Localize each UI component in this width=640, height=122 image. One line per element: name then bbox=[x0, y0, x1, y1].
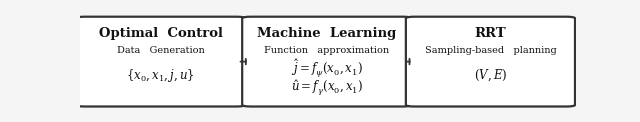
Text: Optimal  Control: Optimal Control bbox=[99, 27, 223, 40]
Text: Sampling-based   planning: Sampling-based planning bbox=[424, 46, 556, 55]
Text: $\{x_0, x_1, j, u\}$: $\{x_0, x_1, j, u\}$ bbox=[126, 67, 195, 84]
Text: Data   Generation: Data Generation bbox=[116, 46, 204, 55]
Text: Function   approximation: Function approximation bbox=[264, 46, 389, 55]
Text: RRT: RRT bbox=[475, 27, 506, 40]
Text: $(V, E)$: $(V, E)$ bbox=[474, 68, 507, 83]
FancyBboxPatch shape bbox=[242, 17, 412, 107]
Text: $\hat{j}  =  f_{\psi}(x_0, x_1)$: $\hat{j} = f_{\psi}(x_0, x_1)$ bbox=[291, 57, 363, 79]
Text: $\hat{u}  =  f_{\gamma}(x_0, x_1)$: $\hat{u} = f_{\gamma}(x_0, x_1)$ bbox=[291, 78, 363, 97]
FancyBboxPatch shape bbox=[76, 17, 245, 107]
FancyBboxPatch shape bbox=[406, 17, 575, 107]
Text: Machine  Learning: Machine Learning bbox=[257, 27, 396, 40]
